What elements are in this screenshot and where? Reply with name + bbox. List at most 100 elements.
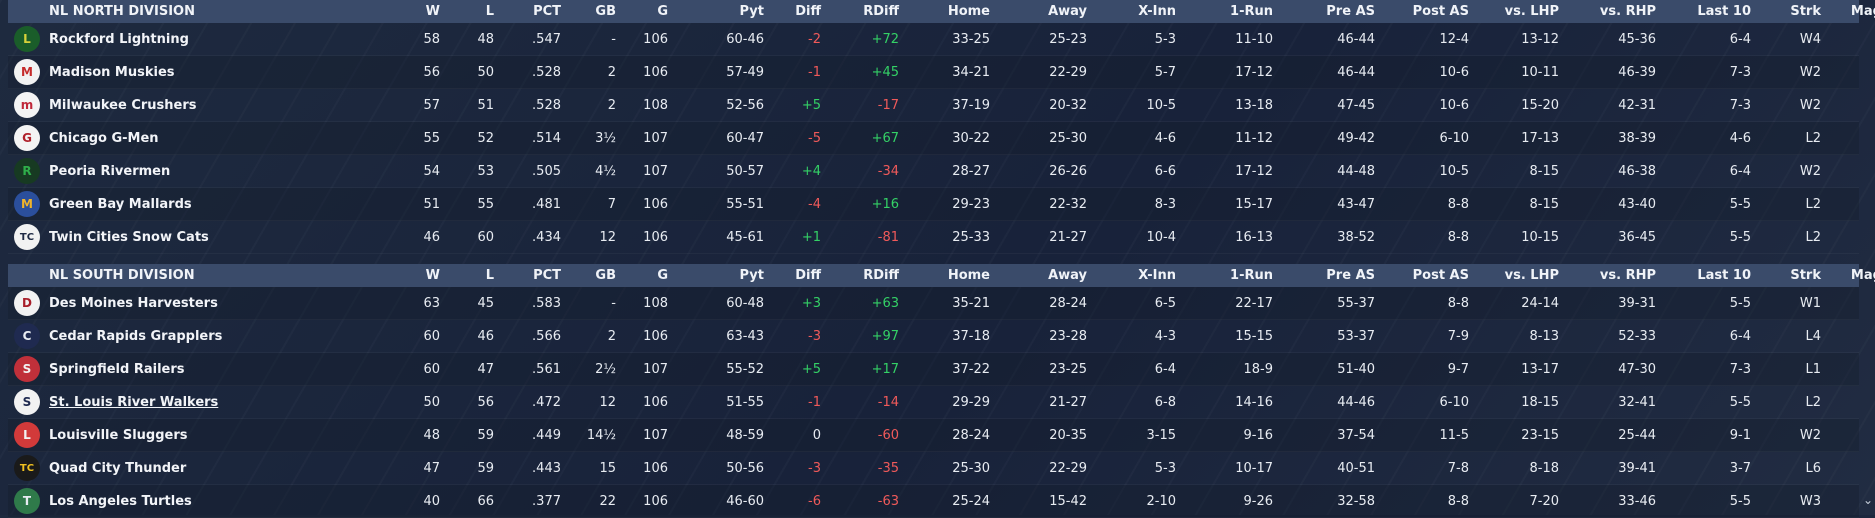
column-header-x-inn[interactable]: X-Inn xyxy=(1138,4,1176,19)
column-header-vs-lhp[interactable]: vs. LHP xyxy=(1504,268,1559,283)
stat-strk: W3 xyxy=(1799,493,1821,509)
team-name-link[interactable]: Quad City Thunder xyxy=(49,460,187,476)
column-header-magic-[interactable]: Magic# xyxy=(1850,268,1875,283)
column-header-gb[interactable]: GB xyxy=(595,4,616,19)
column-header-away[interactable]: Away xyxy=(1048,268,1087,283)
team-name-link[interactable]: Rockford Lightning xyxy=(49,31,189,47)
column-header-last-10[interactable]: Last 10 xyxy=(1697,268,1751,283)
column-header-pyt[interactable]: Pyt xyxy=(739,4,764,19)
column-header-pyt[interactable]: Pyt xyxy=(739,268,764,283)
stat-x-inn: 3-15 xyxy=(1146,427,1176,443)
team-row[interactable]: m Milwaukee Crushers 57 51 .528 2 108 52-56 +5 -1… xyxy=(8,89,1859,122)
stat-strk: W2 xyxy=(1799,427,1821,443)
stat-vs-rhp: 43-40 xyxy=(1618,196,1656,212)
column-header-rdiff[interactable]: RDiff xyxy=(863,268,899,283)
stat-vs-lhp: 17-13 xyxy=(1521,130,1559,146)
column-header-strk[interactable]: Strk xyxy=(1790,268,1821,283)
column-header-x-inn[interactable]: X-Inn xyxy=(1138,268,1176,283)
team-row[interactable]: S Springfield Railers 60 47 .561 2½ 107 55-52 +5… xyxy=(8,353,1859,386)
stat-pre-as: 49-42 xyxy=(1337,130,1375,146)
stat-g: 107 xyxy=(643,361,668,377)
team-name-link[interactable]: Madison Muskies xyxy=(49,64,175,80)
team-row[interactable]: R Peoria Rivermen 54 53 .505 4½ 107 50-57 +4 -34 2… xyxy=(8,155,1859,188)
stat-vs-lhp: 24-14 xyxy=(1521,295,1559,311)
column-header-g[interactable]: G xyxy=(657,4,668,19)
column-header-post-as[interactable]: Post AS xyxy=(1412,4,1469,19)
team-name-link[interactable]: Springfield Railers xyxy=(49,361,185,377)
column-header-post-as[interactable]: Post AS xyxy=(1412,268,1469,283)
team-name-link[interactable]: Chicago G-Men xyxy=(49,130,159,146)
stat-w: 46 xyxy=(423,229,440,245)
team-row[interactable]: G Chicago G-Men 55 52 .514 3½ 107 60-47 -5 +67 30-… xyxy=(8,122,1859,155)
muskies-logo: M xyxy=(14,59,40,85)
column-header-pct[interactable]: PCT xyxy=(533,4,561,19)
stat-away: 25-23 xyxy=(1049,31,1087,47)
stat-vs-rhp: 42-31 xyxy=(1618,97,1656,113)
column-header-l[interactable]: L xyxy=(485,268,494,283)
team-row[interactable]: TC Quad City Thunder 47 59 .443 15 106 50-56 -3 -… xyxy=(8,452,1859,485)
column-header-pre-as[interactable]: Pre AS xyxy=(1326,4,1375,19)
stat-g: 108 xyxy=(643,97,668,113)
stat-last-10: 5-5 xyxy=(1729,229,1751,245)
team-name-link[interactable]: St. Louis River Walkers xyxy=(49,394,219,410)
column-header-1-run[interactable]: 1-Run xyxy=(1230,4,1273,19)
team-name-link[interactable]: Milwaukee Crushers xyxy=(49,97,197,113)
stat-x-inn: 5-7 xyxy=(1154,64,1176,80)
column-header-w[interactable]: W xyxy=(425,4,440,19)
stat-diff: -1 xyxy=(808,64,821,80)
column-header-diff[interactable]: Diff xyxy=(795,268,821,283)
stat-gb: 2 xyxy=(607,97,616,113)
column-header-l[interactable]: L xyxy=(485,4,494,19)
team-row[interactable]: T Los Angeles Turtles 40 66 .377 22 106 46-60 -6… xyxy=(8,485,1859,518)
stat-gb: 2 xyxy=(607,328,616,344)
column-header-last-10[interactable]: Last 10 xyxy=(1697,4,1751,19)
column-header-gb[interactable]: GB xyxy=(595,268,616,283)
team-row[interactable]: M Madison Muskies 56 50 .528 2 106 57-49 -1 +45 34… xyxy=(8,56,1859,89)
team-name-link[interactable]: Peoria Rivermen xyxy=(49,163,171,179)
stat-post-as: 10-6 xyxy=(1439,97,1469,113)
stat-diff: 0 xyxy=(812,427,821,443)
column-header-w[interactable]: W xyxy=(425,268,440,283)
column-header-home[interactable]: Home xyxy=(947,4,990,19)
team-row[interactable]: C Cedar Rapids Grapplers 60 46 .566 2 106 63-43… xyxy=(8,320,1859,353)
column-header-magic-[interactable]: Magic# xyxy=(1850,4,1875,19)
team-name-link[interactable]: Twin Cities Snow Cats xyxy=(49,229,209,245)
column-header-pct[interactable]: PCT xyxy=(533,268,561,283)
team-row[interactable]: M Green Bay Mallards 51 55 .481 7 106 55-51 -4 +1… xyxy=(8,188,1859,221)
stat-g: 107 xyxy=(643,163,668,179)
team-row[interactable]: L Louisville Sluggers 48 59 .449 14½ 107 48-59 0… xyxy=(8,419,1859,452)
column-header-vs-rhp[interactable]: vs. RHP xyxy=(1599,268,1656,283)
team-row[interactable]: L Rockford Lightning 58 48 .547 - 106 60-46 -2 +7… xyxy=(8,23,1859,56)
team-name-link[interactable]: Los Angeles Turtles xyxy=(49,493,192,509)
scroll-down-icon[interactable]: ⌄ xyxy=(1862,493,1873,507)
stat-strk: L2 xyxy=(1805,196,1821,212)
team-row[interactable]: S St. Louis River Walkers 50 56 .472 12 106 51-… xyxy=(8,386,1859,419)
column-header-g[interactable]: G xyxy=(657,268,668,283)
team-name-link[interactable]: Cedar Rapids Grapplers xyxy=(49,328,223,344)
team-row[interactable]: TC Twin Cities Snow Cats 46 60 .434 12 106 45-6… xyxy=(8,221,1859,254)
column-header-1-run[interactable]: 1-Run xyxy=(1230,268,1273,283)
stat-x-inn: 6-5 xyxy=(1154,295,1176,311)
column-header-diff[interactable]: Diff xyxy=(795,4,821,19)
column-header-home[interactable]: Home xyxy=(947,268,990,283)
column-header-strk[interactable]: Strk xyxy=(1790,4,1821,19)
team-name-link[interactable]: Des Moines Harvesters xyxy=(49,295,218,311)
stat-diff: -6 xyxy=(808,493,821,509)
stat-pre-as: 51-40 xyxy=(1337,361,1375,377)
stat-strk: L2 xyxy=(1805,130,1821,146)
team-name-cell: S Springfield Railers xyxy=(8,356,398,382)
column-header-away[interactable]: Away xyxy=(1048,4,1087,19)
stat-pyt: 60-48 xyxy=(726,295,764,311)
column-header-rdiff[interactable]: RDiff xyxy=(863,4,899,19)
stat-away: 28-24 xyxy=(1049,295,1087,311)
stat-vs-rhp: 25-44 xyxy=(1618,427,1656,443)
team-row[interactable]: D Des Moines Harvesters 63 45 .583 - 108 60-48 +… xyxy=(8,287,1859,320)
column-header-vs-lhp[interactable]: vs. LHP xyxy=(1504,4,1559,19)
stat-w: 60 xyxy=(423,328,440,344)
column-header-pre-as[interactable]: Pre AS xyxy=(1326,268,1375,283)
stat-home: 29-29 xyxy=(952,394,990,410)
team-name-link[interactable]: Louisville Sluggers xyxy=(49,427,188,443)
team-name-cell: TC Twin Cities Snow Cats xyxy=(8,224,398,250)
team-name-link[interactable]: Green Bay Mallards xyxy=(49,196,192,212)
column-header-vs-rhp[interactable]: vs. RHP xyxy=(1599,4,1656,19)
